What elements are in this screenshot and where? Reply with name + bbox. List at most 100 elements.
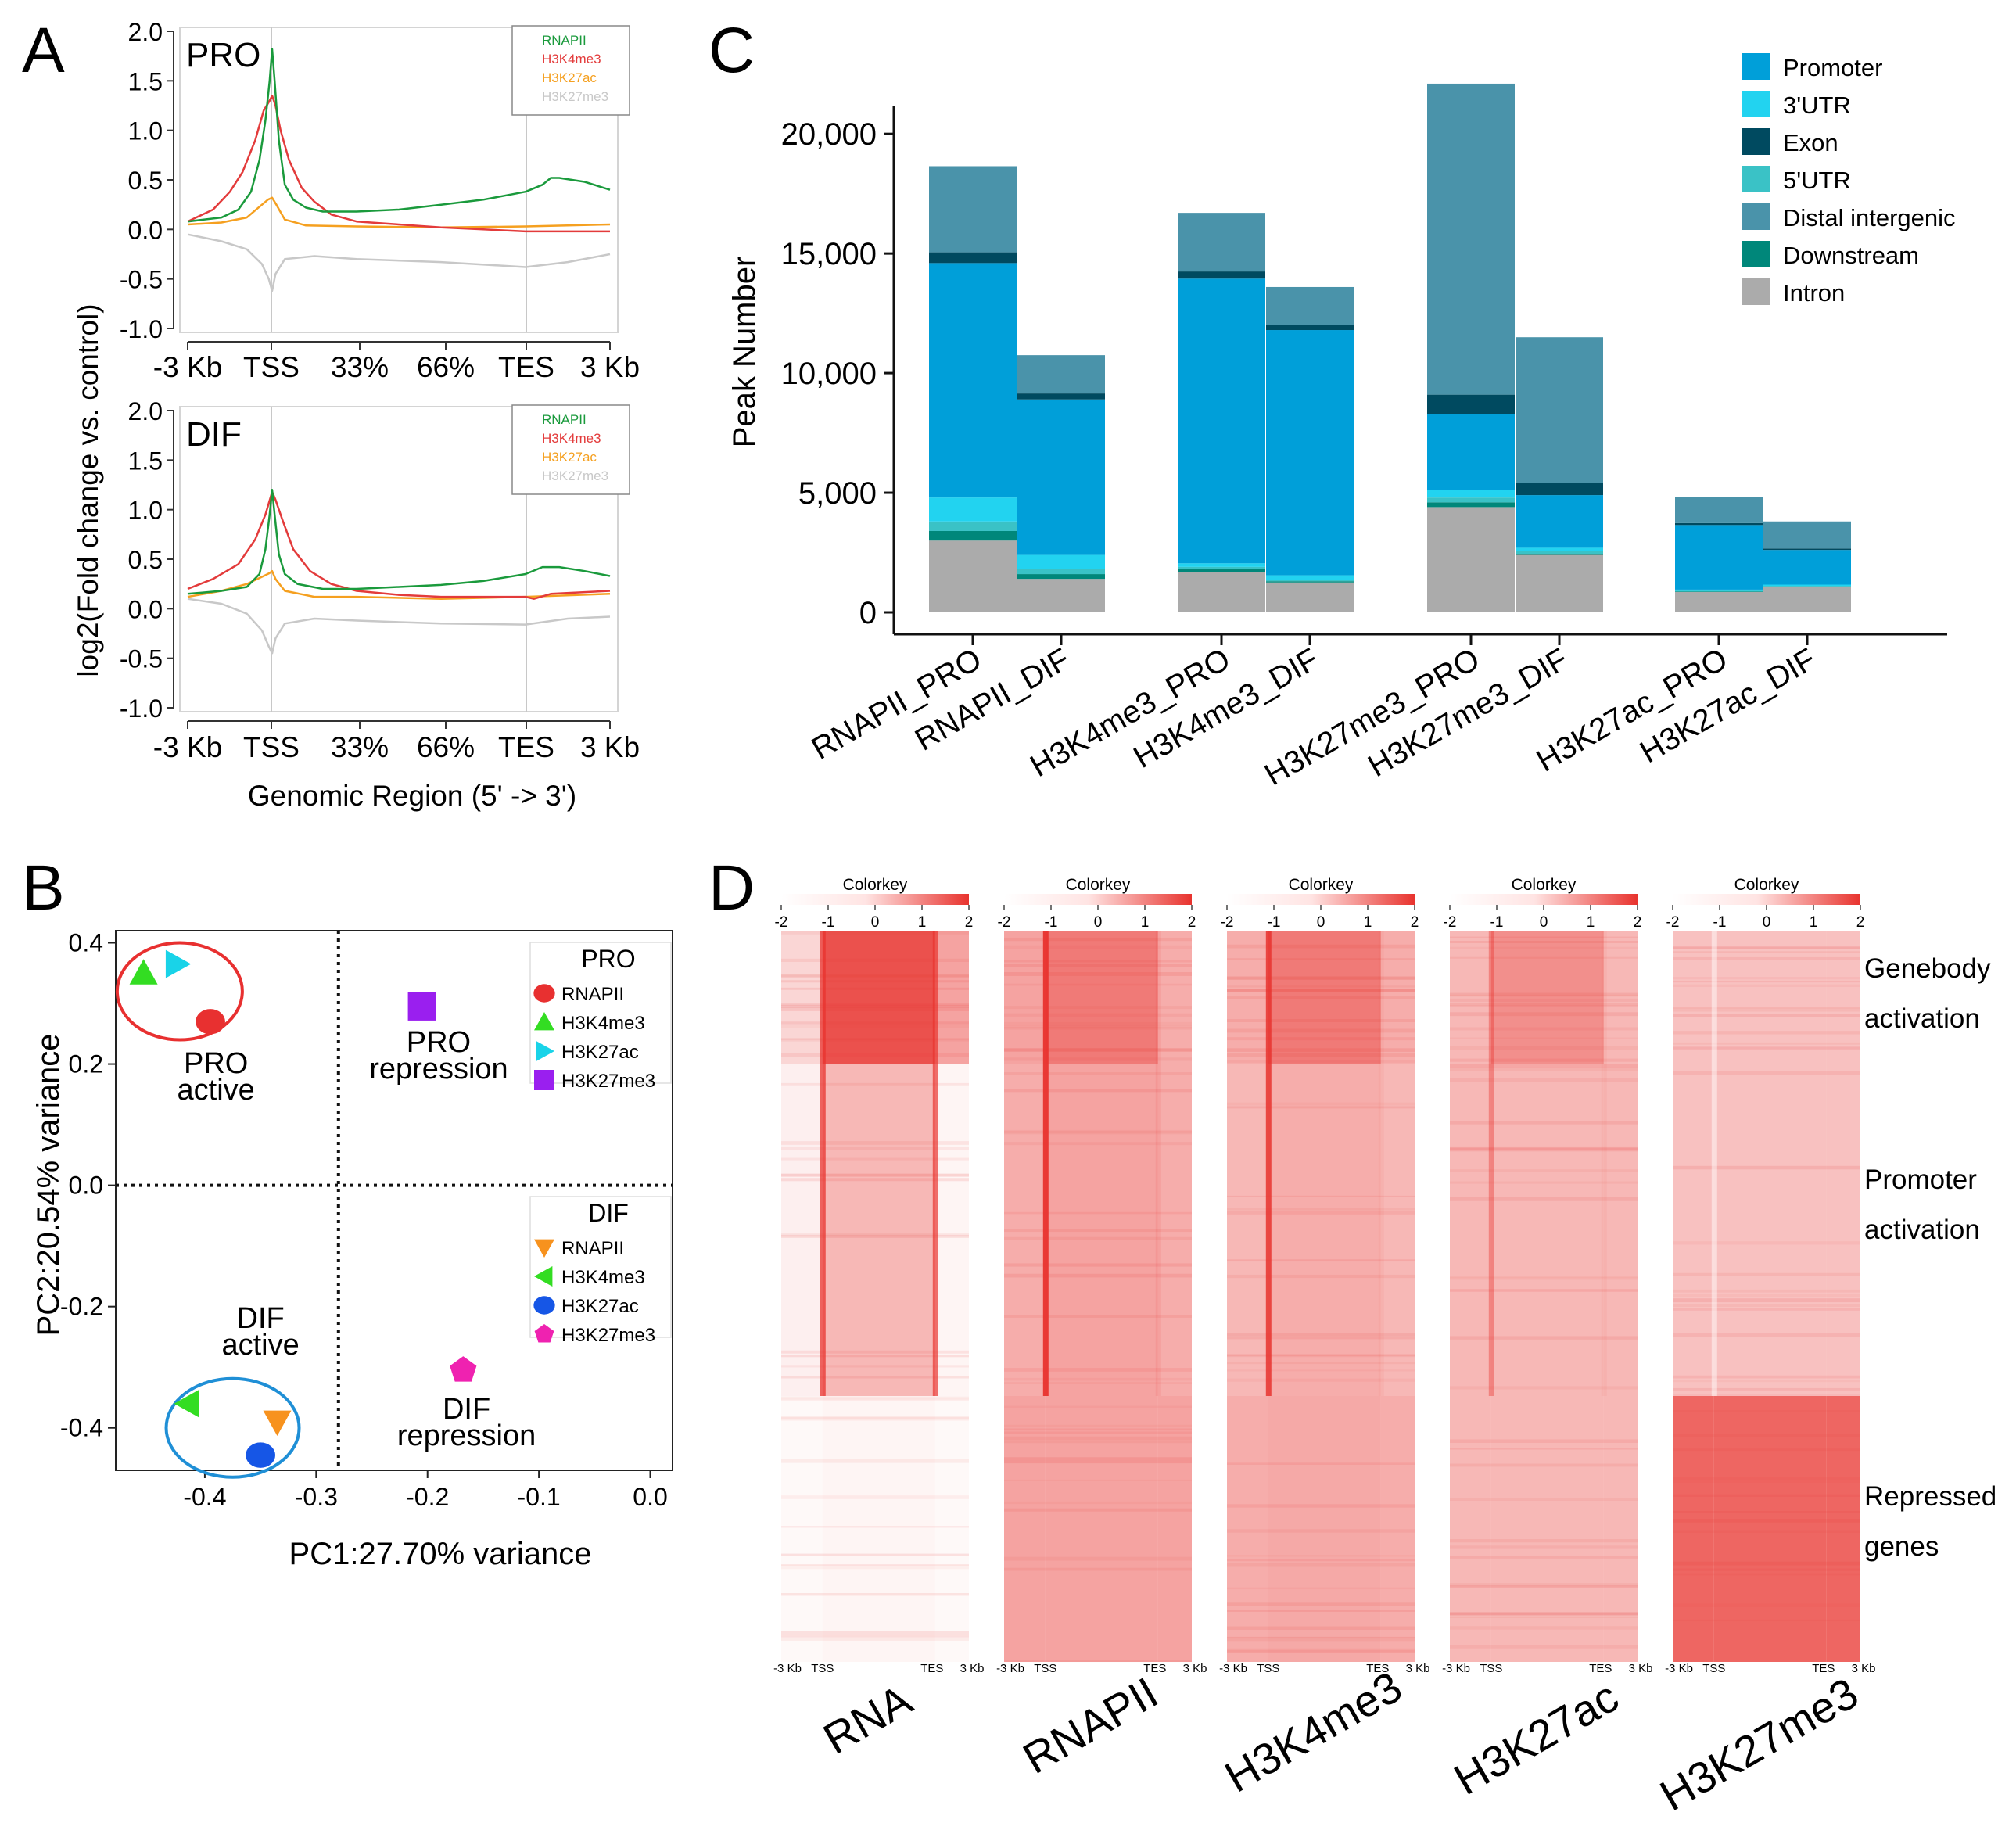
heatmap-x-tick-label: TES	[1143, 1662, 1166, 1675]
heatmap-x-tick-label: -3 Kb	[1219, 1662, 1247, 1675]
colorkey-tick-label: 0	[871, 914, 880, 931]
heatmap-streak	[1673, 984, 1860, 987]
panel-b-pca: PC1:27.70% variance PC2:20.54% variance …	[31, 929, 673, 1571]
bar-segment-5-utr	[1763, 586, 1851, 587]
heatmap-streak	[1004, 1436, 1192, 1441]
heatmap-streak	[1004, 1006, 1192, 1010]
heatmap-streak	[1450, 1645, 1638, 1649]
heatmap-streak	[1673, 1272, 1860, 1276]
colorkey-tick-label: 2	[1188, 914, 1196, 931]
heatmap-streak	[1227, 958, 1415, 960]
heatmap-streak	[1450, 1147, 1638, 1152]
peak-y-tick-label: 15,000	[781, 237, 877, 271]
pca-legend-marker	[534, 1070, 554, 1090]
bar-segment-promoter	[1675, 525, 1763, 590]
heatmap-streak	[1450, 1448, 1638, 1450]
heatmap-streak	[1450, 1146, 1638, 1150]
heatmap-region	[1673, 1064, 1714, 1396]
profile-line-h3k4me3	[187, 490, 611, 600]
heatmap-region	[1673, 931, 1714, 1064]
peak-legend-swatch	[1742, 203, 1770, 230]
heatmap-streak	[1450, 1439, 1638, 1443]
heatmap-streak	[1227, 1649, 1415, 1653]
heatmap-label-h3k27me3: H3K27me3	[1652, 1668, 1866, 1821]
colorkey-title: Colorkey	[843, 876, 908, 894]
pca-plot-frame	[115, 930, 673, 1471]
heatmap-region	[1603, 931, 1638, 1064]
peak-legend-label: 5'UTR	[1783, 167, 1851, 194]
peak-y-tick-label: 5,000	[798, 476, 877, 511]
heatmap-streak	[781, 974, 969, 977]
heatmap-streak	[781, 1147, 969, 1150]
heatmap-streak	[1673, 1380, 1860, 1383]
colorkey-tick-label: -1	[822, 914, 835, 931]
heatmap-streak	[1004, 1263, 1192, 1267]
heatmap-streak	[781, 1007, 969, 1011]
heatmap-streak	[1004, 1424, 1192, 1427]
pca-x-tick-label: -0.2	[406, 1483, 449, 1511]
peak-legend-label: Distal intergenic	[1783, 204, 1956, 231]
bar-segment-intron	[1763, 587, 1851, 612]
heatmap-streak	[781, 1004, 969, 1008]
profile-title-dif: DIF	[186, 415, 242, 454]
heatmap-streak	[1450, 1545, 1638, 1549]
heatmap-streak	[781, 987, 969, 990]
heatmap-streak	[1004, 1048, 1192, 1052]
heatmap-region	[1603, 1064, 1638, 1396]
heatmap-streak	[1004, 1025, 1192, 1028]
heatmap-region	[1450, 931, 1491, 1064]
pca-legend-box-pro	[529, 942, 672, 1084]
heatmap-streak	[1673, 1530, 1860, 1534]
heatmap-streak	[1227, 1637, 1415, 1642]
heatmap-streak	[1227, 1369, 1415, 1372]
heatmap-streak	[1004, 1142, 1192, 1146]
heatmap-streak	[1004, 1236, 1192, 1240]
profile-y-tick-label: -0.5	[120, 645, 163, 673]
profile-legend-item-rnapii: RNAPII	[542, 33, 587, 48]
profile-legend-box	[511, 404, 630, 495]
bar-segment-5-utr	[1017, 569, 1105, 575]
heatmap-annotation-line2: genes	[1864, 1531, 1939, 1562]
heatmap-streak	[1673, 1561, 1860, 1566]
profile-line-rnapii	[187, 48, 611, 223]
bar-segment-intron	[1675, 591, 1763, 612]
bar-segment-downstream	[1178, 569, 1265, 572]
heatmap-streak	[1227, 1626, 1415, 1630]
heatmap-streak	[1004, 1660, 1192, 1663]
bar-segment-intron	[1178, 571, 1265, 612]
heatmap-streak	[1673, 1333, 1860, 1337]
bar-segment-distal-intergenic	[1266, 286, 1354, 325]
bar-segment-downstream	[1516, 554, 1603, 555]
heatmap-streak	[1450, 1181, 1638, 1184]
bar-segment-exon	[1266, 325, 1354, 331]
profile-y-tick-label: 2.0	[128, 18, 163, 46]
heatmap-streak	[1450, 1336, 1638, 1340]
pca-point-dif-h3k27me3	[450, 1356, 477, 1382]
peak-y-tick-label: 10,000	[781, 357, 877, 391]
profile-line-h3k4me3	[187, 95, 610, 233]
heatmap-streak	[1227, 996, 1415, 999]
bar-segment-intron	[1516, 554, 1603, 612]
profile-legend-item-h3k27me3: H3K27me3	[542, 468, 608, 483]
pca-legend-label: RNAPII	[561, 984, 624, 1005]
heatmap-streak	[781, 1495, 969, 1499]
colorkey-tick-label: -2	[1444, 914, 1457, 931]
heatmap-streak	[1227, 1354, 1415, 1357]
bar-segment-promoter	[1266, 330, 1354, 576]
heatmap-region	[1826, 1064, 1860, 1396]
heatmap-region	[1380, 1064, 1415, 1396]
bar-segment-exon	[1675, 522, 1763, 526]
colorkey-tick-label: 0	[1763, 914, 1771, 931]
bar-segment-promoter	[1017, 399, 1105, 555]
cluster-label-line2: active	[178, 1074, 255, 1107]
pca-legend-label: H3K27me3	[561, 1325, 655, 1346]
peak-legend-swatch	[1742, 278, 1770, 305]
heatmap-streak	[781, 1396, 969, 1400]
pca-y-tick-label: 0.4	[69, 929, 103, 957]
bar-segment-exon	[929, 252, 1017, 264]
heatmap-region	[1268, 1396, 1381, 1662]
cluster-label-line1: PRO	[407, 1026, 471, 1059]
profile-x-tick-label: 66%	[417, 731, 475, 763]
bar-segment-5-utr	[1516, 551, 1603, 554]
heatmap-region	[822, 931, 935, 1064]
